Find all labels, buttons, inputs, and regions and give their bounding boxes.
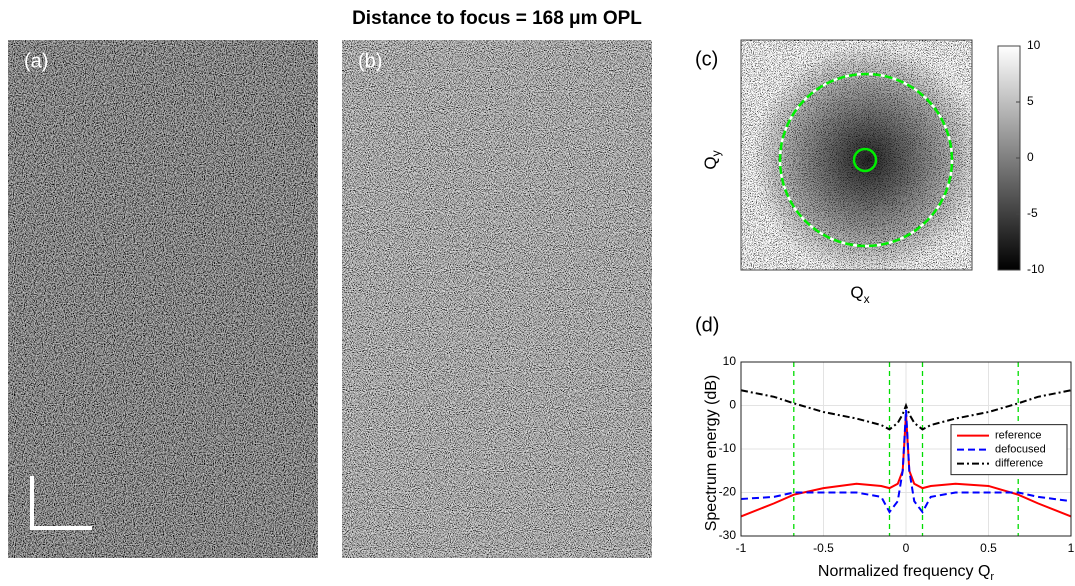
inner-circle xyxy=(852,147,878,173)
colorbar-ticks: 10 5 0 -5 -10 xyxy=(1016,38,1045,276)
qy-label: Qy xyxy=(701,150,723,169)
colorbar-tick-label: 0 xyxy=(1027,150,1034,164)
legend-label: difference xyxy=(995,458,1043,470)
image-a xyxy=(8,40,318,558)
label-sub: x xyxy=(864,292,870,306)
image-b xyxy=(342,40,652,558)
y-tick-label: -10 xyxy=(719,441,737,455)
series-line xyxy=(740,389,1072,431)
figure-title: Distance to focus = 168 μm OPL xyxy=(352,8,642,29)
colorbar-tick-label: -5 xyxy=(1027,206,1038,220)
colorbar-tick-label: -10 xyxy=(1027,262,1045,276)
x-axis-label: Normalized frequency Qr xyxy=(818,563,995,583)
line-chart: -30 -20 -10 0 10 -1 -0.5 0 0.5 1 Spectrum energy (… xyxy=(703,354,1074,583)
plot-frame xyxy=(740,361,1072,537)
panel-label: (a) xyxy=(24,50,48,72)
y-tick-label: 0 xyxy=(729,398,736,412)
panel-label: (c) xyxy=(695,48,718,70)
label-main: Q xyxy=(850,283,863,302)
frame xyxy=(740,39,973,271)
y-tick-label: -30 xyxy=(719,528,737,542)
label-main: Q xyxy=(701,156,720,169)
y-axis-label: Spectrum energy (dB) xyxy=(703,375,720,532)
y-tick-label: 10 xyxy=(723,354,737,368)
x-tick-label: -0.5 xyxy=(813,541,834,555)
outer-circle-dash xyxy=(778,72,954,248)
scale-bar xyxy=(30,476,92,530)
legend-label: defocused xyxy=(995,444,1046,456)
panel-label: (b) xyxy=(358,50,382,72)
colorbar-tick-label: 10 xyxy=(1027,38,1041,52)
x-tick-label: 1 xyxy=(1068,541,1075,555)
x-tick-label: 0 xyxy=(903,541,910,555)
label-sub: r xyxy=(990,571,994,583)
qx-label: Qx xyxy=(850,283,869,306)
label-sub: y xyxy=(709,150,723,156)
colorbar-tick-label: 5 xyxy=(1027,94,1034,108)
panel-label: (d) xyxy=(695,314,719,336)
legend-label: reference xyxy=(995,430,1041,442)
x-tick-label: 0.5 xyxy=(980,541,997,555)
label-main: Normalized frequency Q xyxy=(818,563,991,580)
y-tick-label: -20 xyxy=(719,485,737,499)
series-line xyxy=(740,409,1072,514)
x-tick-label: -1 xyxy=(736,541,747,555)
